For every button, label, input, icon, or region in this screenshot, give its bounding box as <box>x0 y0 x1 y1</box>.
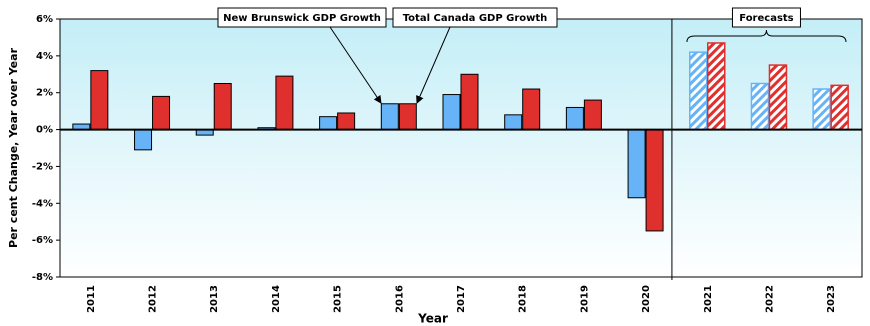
y-tick-label: -6% <box>32 235 53 246</box>
bar <box>319 116 338 131</box>
x-tick-label: 2018 <box>518 285 529 313</box>
y-tick-label: 6% <box>36 14 53 25</box>
bar <box>627 129 646 199</box>
bar <box>707 42 726 131</box>
bar <box>522 88 541 131</box>
bar <box>768 64 788 131</box>
x-tick-label: 2012 <box>148 285 159 313</box>
bar <box>90 70 109 131</box>
x-tick-label: 2015 <box>333 285 344 313</box>
annotation-box <box>731 7 801 28</box>
bar <box>645 129 664 232</box>
bar <box>583 99 602 131</box>
x-tick-label: 2017 <box>456 285 467 313</box>
bar <box>565 106 584 131</box>
y-tick-label: -2% <box>32 161 53 172</box>
x-axis-label: Year <box>417 312 448 326</box>
bar <box>504 114 523 131</box>
x-tick-label: 2020 <box>641 285 652 313</box>
bar <box>398 103 417 131</box>
bar <box>213 83 232 131</box>
legend-box <box>392 7 558 28</box>
bar <box>337 112 356 131</box>
bar <box>830 84 849 131</box>
legend-label: Total Canada GDP Growth <box>403 13 548 24</box>
bar <box>812 88 831 131</box>
y-tick-label: 2% <box>36 88 53 99</box>
legend-label: New Brunswick GDP Growth <box>223 13 381 24</box>
bar <box>152 95 171 131</box>
bar <box>460 73 479 131</box>
x-tick-label: 2011 <box>86 285 97 313</box>
y-axis-label: Per cent Change, Year over Year <box>7 47 20 248</box>
x-tick-label: 2021 <box>703 285 714 313</box>
y-tick-label: -8% <box>32 272 53 283</box>
x-tick-label: 2016 <box>394 285 405 313</box>
forecast-bracket <box>686 29 847 43</box>
y-tick-label: 4% <box>36 51 53 62</box>
x-tick-label: 2023 <box>826 285 837 313</box>
bar <box>134 129 153 151</box>
bar <box>750 82 770 131</box>
y-tick-label: -4% <box>32 198 53 209</box>
bar <box>689 51 708 131</box>
legend-arrow <box>329 26 382 104</box>
legend-arrow <box>416 26 451 104</box>
x-tick-label: 2022 <box>764 285 775 313</box>
bar <box>442 94 461 131</box>
x-tick-label: 2014 <box>271 285 282 313</box>
bar <box>275 75 294 131</box>
annotation: Forecasts <box>739 13 793 24</box>
plot-area <box>59 18 863 278</box>
bar <box>380 103 399 131</box>
x-tick-label: 2019 <box>579 285 590 313</box>
legend-box <box>217 7 387 28</box>
y-tick-label: 0% <box>36 125 53 136</box>
x-tick-label: 2013 <box>209 285 220 313</box>
